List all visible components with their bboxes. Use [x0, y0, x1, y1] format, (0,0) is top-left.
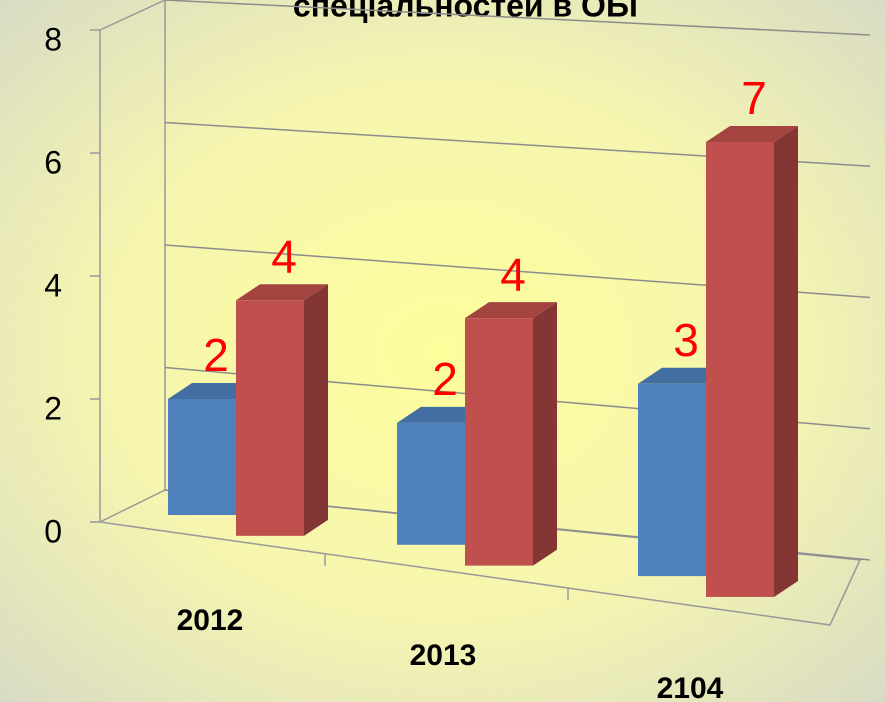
y-tick-label: 0 — [44, 513, 62, 549]
x-tick-label: 2012 — [177, 604, 244, 637]
value-label: 4 — [500, 248, 526, 300]
x-tick-label: 2104 — [657, 672, 724, 702]
bar-top — [236, 284, 328, 301]
chart-title: спеціальностей в ОБГ — [293, 0, 647, 23]
y-tick-label: 2 — [44, 390, 62, 426]
bar — [397, 422, 465, 545]
bar — [706, 141, 774, 597]
bar — [236, 300, 304, 536]
value-label: 3 — [673, 314, 699, 366]
y-tick-label: 4 — [44, 267, 62, 303]
value-label: 7 — [741, 72, 767, 124]
value-label: 4 — [271, 230, 297, 282]
grid-line — [164, 0, 871, 36]
value-label: 2 — [432, 353, 458, 405]
bar-side — [304, 284, 328, 536]
bar — [168, 399, 236, 515]
bar — [638, 383, 706, 577]
bar-side — [774, 125, 798, 597]
bar-side — [533, 302, 557, 566]
y-tick-label: 6 — [44, 144, 62, 180]
bar-top — [465, 302, 557, 319]
x-tick-label: 2013 — [410, 639, 477, 672]
y-tick-label: 8 — [44, 21, 62, 57]
bar — [465, 318, 533, 566]
bar-top — [706, 125, 798, 142]
value-label: 2 — [203, 329, 229, 381]
